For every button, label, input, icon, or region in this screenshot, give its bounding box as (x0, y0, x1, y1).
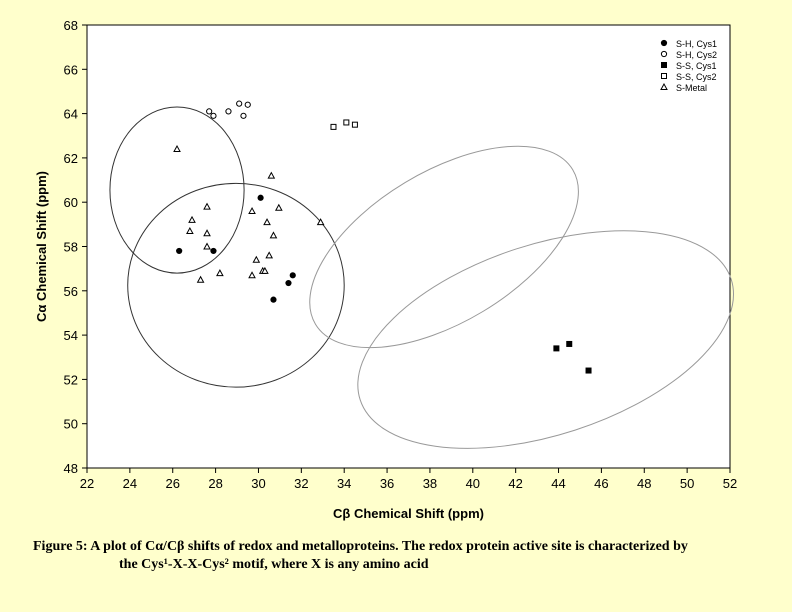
data-point (270, 296, 277, 303)
data-point (188, 215, 196, 223)
data-point (203, 202, 211, 210)
x-tick-label: 40 (466, 476, 480, 491)
y-tick-label: 66 (64, 62, 78, 77)
data-point (330, 123, 337, 130)
data-point (252, 255, 261, 263)
data-point (216, 269, 224, 277)
data-point (343, 119, 350, 126)
data-point (203, 229, 211, 237)
data-point (173, 144, 181, 153)
data-point (289, 272, 296, 279)
data-point (225, 108, 232, 115)
x-tick-label: 32 (294, 476, 308, 491)
data-point (265, 251, 274, 259)
x-tick-label: 26 (165, 476, 179, 491)
plot-area (86, 24, 731, 469)
x-tick-label: 28 (208, 476, 222, 491)
x-tick-label: 30 (251, 476, 265, 491)
data-point (248, 271, 256, 279)
region-ellipse (109, 106, 245, 274)
data-point (566, 340, 573, 347)
caption-line-2: the Cys¹-X-X-Cys² motif, where X is any … (119, 557, 429, 572)
legend-label: S-S, Cys2 (676, 72, 717, 82)
data-point (261, 266, 269, 274)
x-tick-label: 22 (80, 476, 94, 491)
x-tick-label: 34 (337, 476, 351, 491)
data-point (240, 112, 247, 119)
x-tick-label: 24 (123, 476, 137, 491)
y-tick-label: 68 (64, 18, 78, 33)
y-tick-label: 60 (64, 195, 78, 210)
y-tick-label: 52 (64, 372, 78, 387)
data-point (196, 275, 205, 283)
data-point (269, 231, 278, 239)
y-tick-label: 64 (64, 107, 78, 122)
data-point (186, 226, 194, 234)
x-axis-label: Cβ Chemical Shift (ppm) (333, 506, 484, 521)
data-point (585, 367, 592, 374)
x-tick-label: 48 (637, 476, 651, 491)
data-point (351, 121, 358, 128)
x-tick-label: 46 (594, 476, 608, 491)
y-tick-label: 50 (64, 417, 78, 432)
data-point (257, 194, 264, 201)
data-point (210, 247, 217, 255)
x-tick-label: 52 (723, 476, 737, 491)
caption-line-1: Figure 5: A plot of Cα/Cβ shifts of redo… (33, 539, 688, 554)
legend-label: S-Metal (676, 83, 707, 93)
data-point (274, 203, 283, 211)
data-point (285, 279, 292, 287)
data-point (236, 100, 243, 107)
data-point (203, 242, 211, 250)
legend-label: S-H, Cys1 (676, 39, 717, 49)
data-point (263, 218, 271, 226)
legend-marker (660, 82, 668, 90)
data-point (248, 207, 256, 215)
legend-marker (661, 73, 667, 79)
y-axis-label: Cα Chemical Shift (ppm) (34, 171, 49, 322)
data-point (176, 247, 183, 255)
region-ellipse (127, 182, 345, 388)
y-tick-label: 54 (64, 328, 78, 343)
x-tick-label: 36 (380, 476, 394, 491)
legend-marker (660, 39, 668, 47)
x-tick-label: 44 (551, 476, 565, 491)
data-point (316, 218, 325, 226)
y-tick-label: 58 (64, 240, 78, 255)
legend-marker (661, 62, 667, 68)
x-tick-label: 42 (508, 476, 522, 491)
data-point (553, 345, 560, 352)
data-point (267, 171, 276, 179)
region-ellipse (357, 230, 734, 449)
x-tick-label: 38 (423, 476, 437, 491)
data-point (210, 112, 217, 119)
y-tick-label: 56 (64, 284, 78, 299)
data-point (206, 108, 213, 115)
y-tick-label: 48 (64, 461, 78, 476)
legend-label: S-S, Cys1 (676, 61, 717, 71)
figure-caption: Figure 5: A plot of Cα/Cβ shifts of redo… (33, 538, 783, 574)
legend-label: S-H, Cys2 (676, 50, 717, 60)
x-tick-label: 50 (680, 476, 694, 491)
legend-marker (660, 50, 668, 58)
y-tick-label: 62 (64, 151, 78, 166)
data-point (244, 101, 251, 108)
region-ellipse (309, 145, 579, 349)
